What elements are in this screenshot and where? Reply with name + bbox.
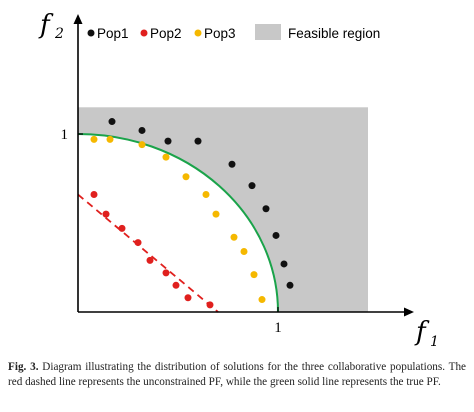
point-pop2 bbox=[206, 301, 214, 309]
feasible-region bbox=[78, 107, 368, 312]
point-pop1 bbox=[164, 137, 172, 145]
true-pf-curve bbox=[77, 133, 279, 313]
unconstrained-pf-line bbox=[77, 193, 219, 313]
point-pop1 bbox=[262, 205, 270, 213]
point-pop1 bbox=[272, 231, 280, 239]
legend-marker-pop2 bbox=[140, 29, 148, 37]
point-pop3 bbox=[250, 271, 258, 279]
point-pop2 bbox=[118, 224, 126, 232]
point-pop1 bbox=[108, 118, 116, 126]
point-pop3 bbox=[182, 173, 190, 181]
point-pop2 bbox=[162, 269, 170, 277]
legend-label-pop3: Pop3 bbox=[204, 26, 236, 41]
legend-marker-pop1 bbox=[87, 29, 95, 37]
point-pop3 bbox=[90, 135, 98, 143]
point-pop2 bbox=[184, 294, 192, 302]
point-pop3 bbox=[230, 233, 238, 241]
point-pop1 bbox=[194, 137, 202, 145]
y-axis-label-subscript: 2 bbox=[54, 26, 64, 42]
point-pop1 bbox=[286, 281, 294, 289]
y-axis-arrow-icon bbox=[73, 14, 83, 24]
point-pop1 bbox=[228, 160, 236, 168]
x-axis-label: f bbox=[414, 317, 430, 347]
point-pop1 bbox=[138, 126, 146, 134]
y-axis-label: f bbox=[38, 10, 54, 40]
point-pop3 bbox=[162, 153, 170, 161]
point-pop3 bbox=[106, 135, 114, 143]
x-axis-label-subscript: 1 bbox=[430, 334, 439, 350]
point-pop2 bbox=[90, 191, 98, 199]
point-pop2 bbox=[146, 256, 154, 264]
y-tick-label: 1 bbox=[61, 127, 69, 143]
legend-swatch-feasible-region bbox=[255, 24, 281, 40]
caption-label: Fig. 3. bbox=[8, 361, 39, 373]
legend-label-feasible-region: Feasible region bbox=[288, 26, 380, 41]
point-pop2 bbox=[172, 281, 180, 289]
chart: 1 1 f 1 f 2 Pop1 Pop2 Pop3 Feasible regio… bbox=[38, 10, 439, 350]
point-pop3 bbox=[258, 296, 266, 304]
point-pop3 bbox=[202, 191, 210, 199]
x-axis-arrow-icon bbox=[404, 307, 414, 317]
legend-label-pop2: Pop2 bbox=[150, 26, 182, 41]
point-pop3 bbox=[240, 247, 248, 255]
point-pop3 bbox=[212, 210, 220, 218]
point-pop3 bbox=[138, 141, 146, 149]
figure-caption: Fig. 3. Diagram illustrating the distrib… bbox=[8, 360, 466, 390]
caption-text: Diagram illustrating the distribution of… bbox=[8, 361, 467, 388]
point-pop2 bbox=[134, 239, 142, 247]
legend-label-pop1: Pop1 bbox=[97, 26, 129, 41]
point-pop1 bbox=[248, 182, 256, 190]
x-tick-label: 1 bbox=[274, 320, 282, 336]
point-pop2 bbox=[102, 210, 110, 218]
legend: Pop1 Pop2 Pop3 Feasible region bbox=[87, 24, 380, 41]
legend-marker-pop3 bbox=[194, 29, 202, 37]
point-pop1 bbox=[280, 260, 288, 268]
